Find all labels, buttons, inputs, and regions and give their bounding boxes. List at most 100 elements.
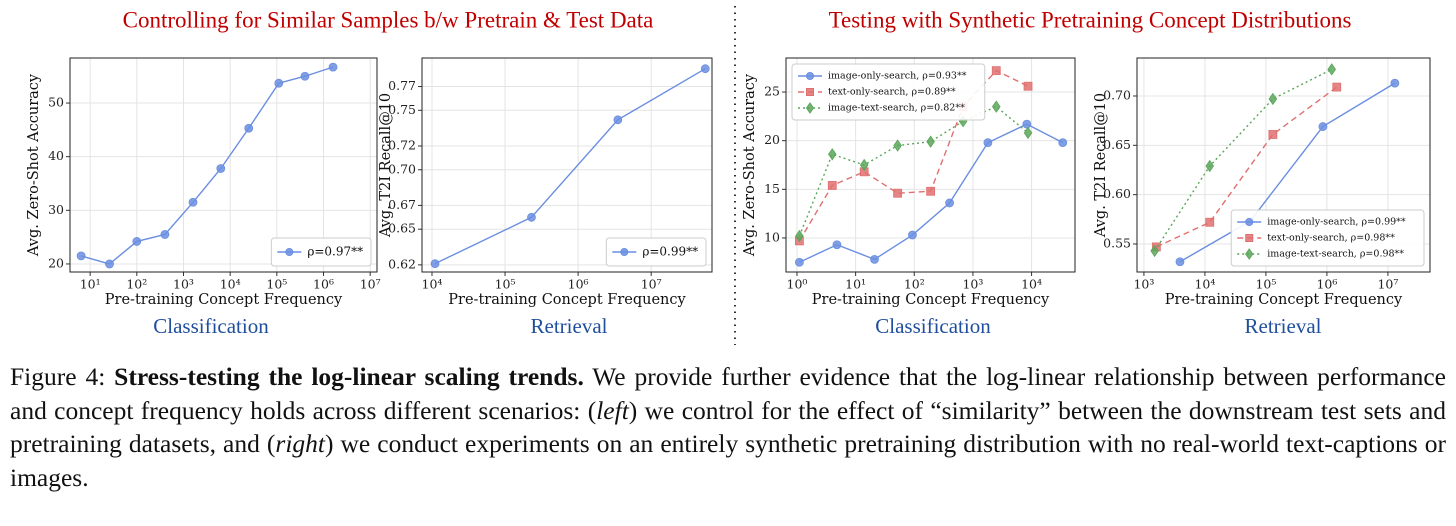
series-line	[1179, 82, 1396, 263]
section-header: Controlling for Similar Samples b/w Pret…	[123, 7, 654, 32]
marker	[328, 62, 338, 72]
y-tick-label: 0.55	[1103, 235, 1131, 250]
marker	[1058, 138, 1068, 148]
marker	[983, 138, 993, 148]
plot-frame	[1136, 57, 1431, 273]
marker	[1023, 126, 1033, 140]
marker	[613, 115, 623, 125]
legend-marker	[285, 248, 294, 256]
marker	[1150, 244, 1159, 258]
legend-label: image-text-search, ρ=0.98**	[1267, 249, 1404, 260]
y-tick-label: 40	[48, 148, 64, 163]
figure: Controlling for Similar Samples b/w Pret…	[26, 6, 1431, 345]
y-tick-label: 0.70	[388, 161, 416, 176]
x-tick-label: 10⁴	[1021, 277, 1042, 292]
marker	[1327, 63, 1337, 76]
plot-frame	[785, 57, 1076, 273]
marker	[926, 186, 936, 196]
y-tick-label: 0.67	[388, 197, 416, 212]
marker	[1268, 92, 1278, 106]
marker	[795, 257, 804, 267]
marker	[908, 230, 917, 240]
marker	[893, 188, 903, 198]
x-tick-label: 10⁴	[422, 277, 443, 292]
legend-box	[1230, 209, 1425, 267]
marker	[1023, 81, 1033, 91]
marker	[1022, 119, 1032, 129]
y-tick-label: 10	[764, 229, 780, 244]
legend-box	[270, 237, 372, 267]
y-axis-label: Avg. Zero-Shot Accuracy	[26, 73, 42, 257]
subtitle: Classification	[875, 314, 991, 338]
section-header: Testing with Synthetic Pretraining Conce…	[829, 7, 1352, 32]
legend-marker	[1245, 234, 1254, 242]
series-line	[1156, 86, 1338, 248]
x-tick-label: 10⁴	[1194, 277, 1215, 292]
marker	[76, 251, 86, 261]
marker	[859, 158, 869, 172]
plot-frame	[69, 57, 378, 273]
caption-text: left	[596, 395, 629, 425]
caption: Figure 4: Stress-testing the log-linear …	[10, 360, 1446, 494]
marker	[1268, 130, 1278, 139]
x-tick-label: 10⁶	[568, 277, 589, 292]
y-tick-label: 50	[48, 95, 64, 110]
marker	[132, 237, 142, 246]
subtitle: Retrieval	[1245, 314, 1322, 338]
y-tick-label: 0.72	[388, 137, 416, 152]
series-line	[434, 68, 706, 265]
x-tick-label: 10⁷	[1377, 277, 1398, 292]
y-tick-label: 0.77	[388, 78, 416, 93]
caption-text: We provide further evidence that the log…	[10, 362, 1447, 425]
legend-box	[605, 237, 707, 267]
marker	[160, 230, 170, 239]
marker	[188, 197, 198, 207]
legend-label: text-only-search, ρ=0.89**	[828, 87, 956, 98]
marker	[1205, 159, 1215, 173]
marker	[827, 181, 837, 190]
y-tick-label: 30	[48, 202, 64, 217]
x-axis-label: Pre-training Concept Frequency	[105, 292, 343, 308]
subtitle: Retrieval	[531, 314, 608, 338]
marker	[700, 64, 710, 74]
y-tick-label: 20	[48, 255, 64, 270]
marker	[105, 259, 114, 269]
legend-marker	[806, 72, 814, 80]
marker	[216, 164, 226, 173]
caption-title: Stress-testing the log-linear scaling tr…	[114, 362, 584, 391]
marker	[430, 259, 440, 269]
marker	[795, 229, 804, 243]
legend-box	[791, 63, 986, 121]
legend-label: image-text-search, ρ=0.82**	[828, 103, 965, 114]
y-tick-label: 20	[764, 132, 780, 147]
legend-label: image-only-search, ρ=0.93**	[828, 71, 967, 82]
marker	[274, 78, 284, 88]
legend-label: ρ=0.99**	[642, 245, 698, 259]
y-tick-label: 25	[764, 84, 780, 99]
x-tick-label: 10²	[904, 277, 925, 292]
legend-label: text-only-search, ρ=0.98**	[1267, 233, 1395, 244]
y-tick-label: 0.65	[388, 221, 416, 236]
y-tick-label: 0.62	[388, 256, 416, 271]
x-tick-label: 10⁵	[1255, 277, 1276, 292]
marker	[945, 198, 954, 208]
x-tick-label: 10⁷	[641, 277, 662, 292]
caption-text: right	[275, 429, 325, 458]
x-tick-label: 10³	[1133, 277, 1154, 292]
marker	[827, 148, 837, 161]
legend-marker	[1245, 218, 1254, 226]
series-line	[798, 69, 1029, 242]
legend-label: image-only-search, ρ=0.99**	[1267, 217, 1406, 228]
caption-label: Figure 4:	[10, 362, 106, 391]
marker	[926, 135, 935, 148]
x-tick-label: 10¹	[845, 277, 866, 292]
legend-marker	[1245, 248, 1254, 260]
y-axis-label: Avg. Zero-Shot Accuracy	[742, 73, 758, 257]
y-tick-label: 0.60	[1103, 186, 1131, 201]
legend-marker	[806, 88, 814, 96]
series-line	[1154, 68, 1333, 252]
marker	[1205, 217, 1215, 227]
marker	[1332, 82, 1342, 92]
marker	[1390, 78, 1400, 88]
